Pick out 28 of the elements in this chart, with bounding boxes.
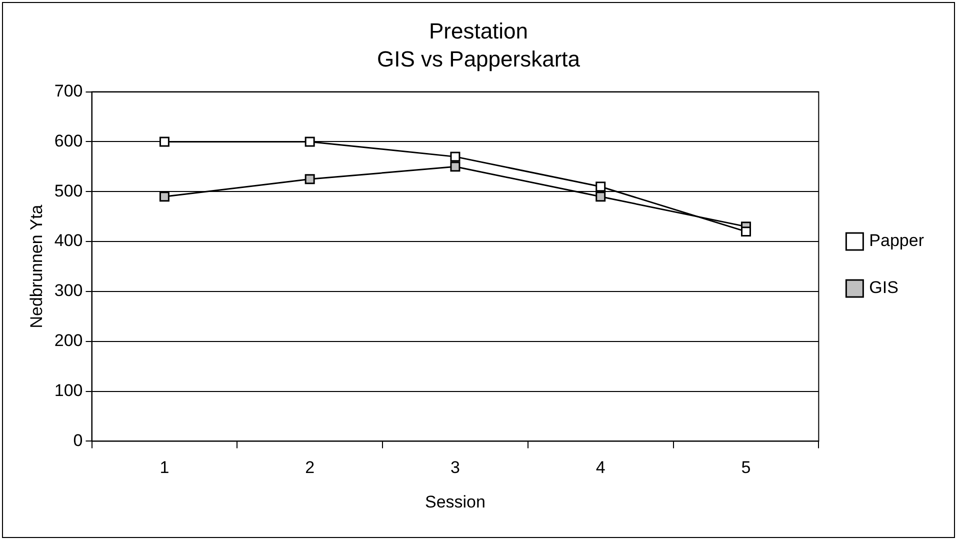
y-tick-label: 500 xyxy=(54,181,83,200)
point xyxy=(450,152,460,162)
point xyxy=(304,174,315,184)
y-tick-label: 600 xyxy=(54,131,83,150)
x-tick-label: 5 xyxy=(741,458,751,478)
x-tick-label: 2 xyxy=(305,458,315,478)
y-tick-label: 0 xyxy=(73,430,83,450)
y-tick-label: 700 xyxy=(54,81,83,100)
y-tick-label: 300 xyxy=(54,281,83,300)
point xyxy=(596,192,606,202)
point xyxy=(740,226,751,237)
point xyxy=(304,136,315,147)
x-axis-title: Session xyxy=(424,492,486,512)
x-tick-label: 3 xyxy=(450,458,460,478)
point xyxy=(450,162,460,172)
y-tick-label: 400 xyxy=(54,231,83,250)
y-tick-label: 200 xyxy=(54,331,83,350)
y-tick-label: 100 xyxy=(54,380,83,400)
chart-title: Prestation xyxy=(428,18,528,44)
chart-subtitle: GIS vs Papperskarta xyxy=(377,46,581,72)
point xyxy=(159,136,170,147)
legend-label: Papper xyxy=(869,231,924,250)
point xyxy=(596,182,606,192)
point xyxy=(159,192,170,202)
x-tick-label: 1 xyxy=(160,458,170,478)
y-axis-title: Nedbrunnen Yta xyxy=(26,204,46,328)
legend-label: GIS xyxy=(869,278,898,298)
x-tick-label: 4 xyxy=(596,458,606,478)
